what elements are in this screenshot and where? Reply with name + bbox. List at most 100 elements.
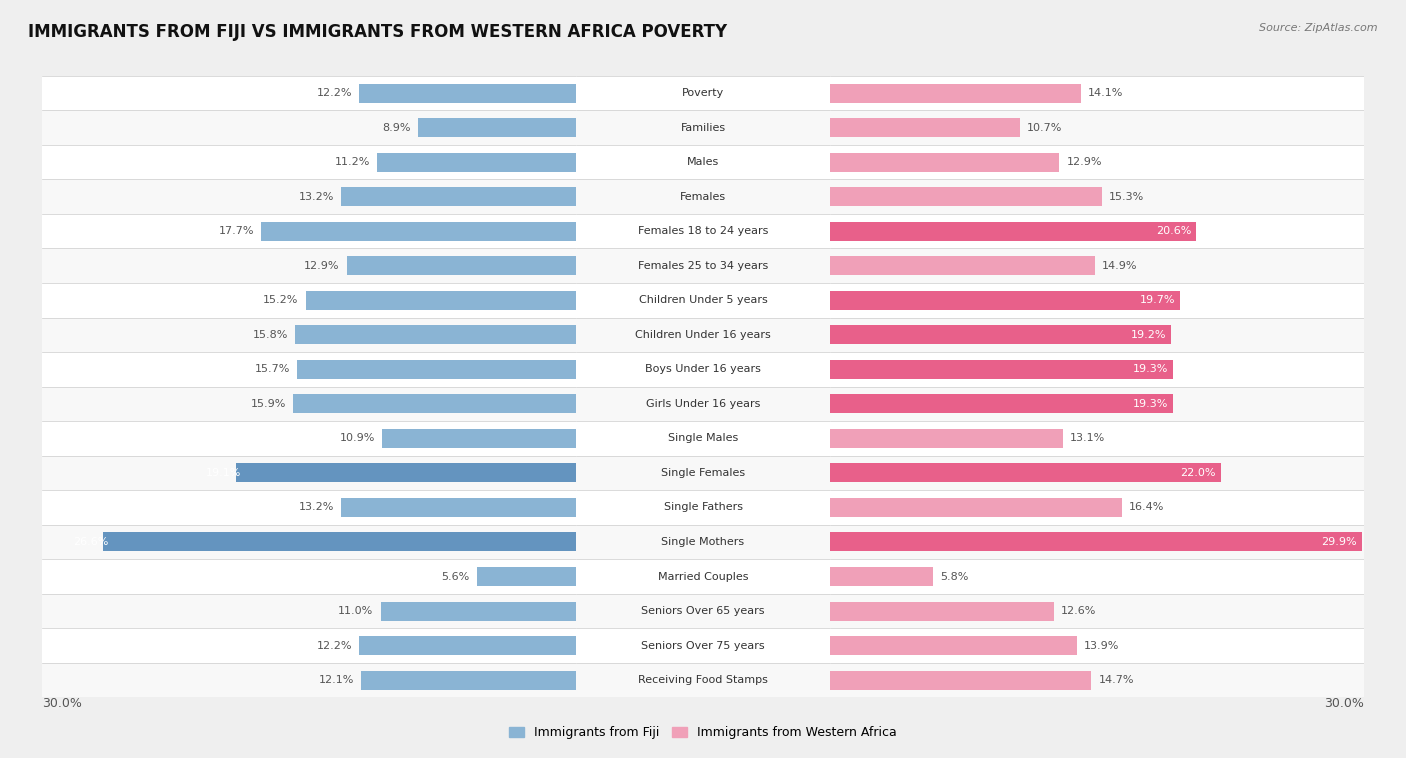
Bar xyxy=(830,152,1059,171)
Text: 12.9%: 12.9% xyxy=(1066,157,1102,167)
Bar xyxy=(576,525,830,559)
Text: 17.7%: 17.7% xyxy=(218,226,254,236)
Text: 14.9%: 14.9% xyxy=(1102,261,1137,271)
Text: 19.3%: 19.3% xyxy=(1133,365,1168,374)
Bar xyxy=(830,602,1054,621)
Bar xyxy=(830,318,1364,352)
Text: 13.2%: 13.2% xyxy=(299,192,335,202)
Text: Single Males: Single Males xyxy=(668,434,738,443)
Bar xyxy=(830,180,1364,214)
Bar xyxy=(294,394,576,413)
Text: 12.2%: 12.2% xyxy=(316,88,352,98)
Text: Single Fathers: Single Fathers xyxy=(664,503,742,512)
Text: 8.9%: 8.9% xyxy=(382,123,411,133)
Bar xyxy=(42,111,576,145)
Text: 15.3%: 15.3% xyxy=(1109,192,1144,202)
Bar xyxy=(347,256,576,275)
Text: 22.0%: 22.0% xyxy=(1181,468,1216,478)
Bar xyxy=(830,360,1173,379)
Text: 19.2%: 19.2% xyxy=(1130,330,1166,340)
Text: 10.9%: 10.9% xyxy=(340,434,375,443)
Bar xyxy=(830,221,1197,241)
Bar xyxy=(830,498,1122,517)
Text: 14.7%: 14.7% xyxy=(1098,675,1135,685)
Text: 26.6%: 26.6% xyxy=(73,537,108,547)
Bar xyxy=(830,387,1364,421)
Text: 15.7%: 15.7% xyxy=(254,365,290,374)
Bar xyxy=(576,421,830,456)
Bar xyxy=(830,291,1181,310)
Bar xyxy=(418,118,576,137)
Bar xyxy=(830,636,1077,655)
Text: Receiving Food Stamps: Receiving Food Stamps xyxy=(638,675,768,685)
Bar xyxy=(576,180,830,214)
Text: 15.8%: 15.8% xyxy=(253,330,288,340)
Text: Seniors Over 75 years: Seniors Over 75 years xyxy=(641,641,765,650)
Bar xyxy=(42,662,576,697)
Bar xyxy=(42,145,576,180)
Text: Children Under 5 years: Children Under 5 years xyxy=(638,296,768,305)
Text: 13.9%: 13.9% xyxy=(1084,641,1119,650)
Text: 20.6%: 20.6% xyxy=(1156,226,1191,236)
Text: 12.2%: 12.2% xyxy=(316,641,352,650)
Bar xyxy=(576,559,830,594)
Text: Seniors Over 65 years: Seniors Over 65 years xyxy=(641,606,765,616)
Text: Poverty: Poverty xyxy=(682,88,724,98)
Bar xyxy=(830,567,932,586)
Bar xyxy=(42,456,576,490)
Text: 12.1%: 12.1% xyxy=(319,675,354,685)
Text: 10.7%: 10.7% xyxy=(1028,123,1063,133)
Bar xyxy=(382,429,576,448)
Bar xyxy=(576,76,830,111)
Text: Families: Families xyxy=(681,123,725,133)
Bar xyxy=(42,559,576,594)
Bar xyxy=(830,76,1364,111)
Bar xyxy=(295,325,576,344)
Bar xyxy=(42,318,576,352)
Text: 11.2%: 11.2% xyxy=(335,157,370,167)
Text: 12.6%: 12.6% xyxy=(1062,606,1097,616)
Bar xyxy=(576,111,830,145)
Text: Source: ZipAtlas.com: Source: ZipAtlas.com xyxy=(1260,23,1378,33)
Bar xyxy=(576,283,830,318)
Text: Boys Under 16 years: Boys Under 16 years xyxy=(645,365,761,374)
Bar xyxy=(576,249,830,283)
Bar xyxy=(830,352,1364,387)
Bar xyxy=(830,628,1364,662)
Legend: Immigrants from Fiji, Immigrants from Western Africa: Immigrants from Fiji, Immigrants from We… xyxy=(505,721,901,744)
Bar xyxy=(830,559,1364,594)
Text: Children Under 16 years: Children Under 16 years xyxy=(636,330,770,340)
Bar xyxy=(342,498,576,517)
Bar xyxy=(830,283,1364,318)
Text: 11.0%: 11.0% xyxy=(339,606,374,616)
Bar xyxy=(830,421,1364,456)
Bar xyxy=(42,180,576,214)
Text: 5.6%: 5.6% xyxy=(441,572,470,581)
Bar xyxy=(576,490,830,525)
Bar xyxy=(236,463,576,482)
Bar xyxy=(830,463,1222,482)
Text: Females 25 to 34 years: Females 25 to 34 years xyxy=(638,261,768,271)
Text: Females: Females xyxy=(681,192,725,202)
Text: 30.0%: 30.0% xyxy=(42,697,82,710)
Bar xyxy=(576,662,830,697)
Bar xyxy=(830,662,1364,697)
Bar xyxy=(576,145,830,180)
Bar xyxy=(576,387,830,421)
Bar xyxy=(359,83,576,102)
Bar xyxy=(830,525,1364,559)
Bar xyxy=(42,249,576,283)
Text: 15.2%: 15.2% xyxy=(263,296,298,305)
Text: Single Females: Single Females xyxy=(661,468,745,478)
Bar xyxy=(42,421,576,456)
Bar xyxy=(576,456,830,490)
Text: 13.1%: 13.1% xyxy=(1070,434,1105,443)
Bar xyxy=(42,594,576,628)
Text: 15.9%: 15.9% xyxy=(250,399,287,409)
Bar xyxy=(830,490,1364,525)
Bar xyxy=(830,214,1364,249)
Bar xyxy=(377,152,576,171)
Text: 12.9%: 12.9% xyxy=(304,261,340,271)
Bar xyxy=(830,429,1063,448)
Bar xyxy=(342,187,576,206)
